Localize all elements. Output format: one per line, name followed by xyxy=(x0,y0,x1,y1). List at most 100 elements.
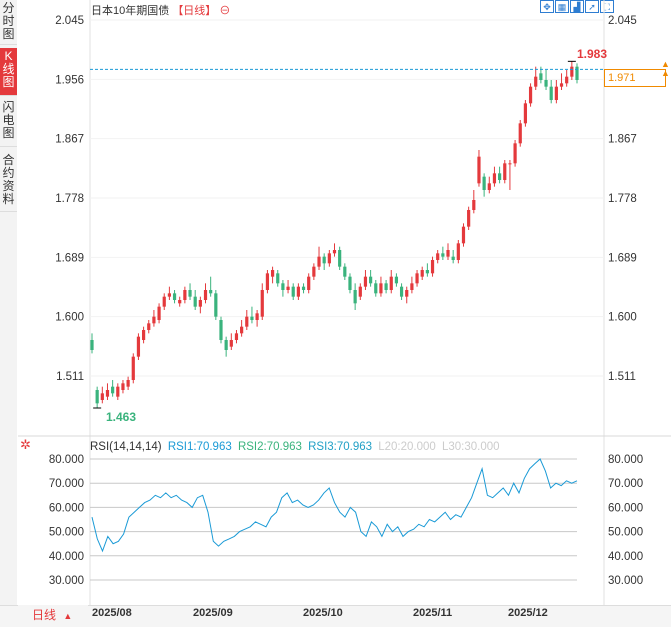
candle-body xyxy=(415,273,419,284)
candle-body xyxy=(430,260,435,274)
date-tick: 2025/09 xyxy=(193,607,233,619)
candle-body xyxy=(425,270,429,274)
period-select[interactable]: 日线 ▲ xyxy=(18,605,88,626)
candle-body xyxy=(451,256,455,260)
candle-body xyxy=(363,276,368,287)
candle-body xyxy=(317,256,321,267)
rsi-tick-left: 40.000 xyxy=(49,551,84,563)
candle-body xyxy=(456,243,460,260)
candle-body xyxy=(121,383,125,390)
date-tick: 2025/12 xyxy=(508,607,548,619)
candle-body xyxy=(147,323,151,330)
candle-body xyxy=(518,123,522,144)
candle-body xyxy=(214,293,218,317)
candle-body xyxy=(508,163,512,165)
candle-body xyxy=(209,290,213,294)
candle-body xyxy=(286,286,290,290)
price-tick-right: 1.600 xyxy=(608,312,637,324)
grid-icon[interactable]: ▦ xyxy=(555,0,569,13)
candle-body xyxy=(441,253,445,257)
candle-body xyxy=(255,313,259,320)
candle-body xyxy=(570,66,574,77)
candle-body xyxy=(420,270,424,277)
candle-body xyxy=(513,143,517,164)
candle-body xyxy=(270,270,275,277)
rsi3-value: RSI3:70.963 xyxy=(308,441,373,453)
low-price-label: 1.463 xyxy=(106,410,137,424)
candle-body xyxy=(446,250,450,257)
candle-body xyxy=(100,393,104,400)
bar-chart-icon[interactable]: ▟ xyxy=(570,0,584,13)
fullscreen-icon[interactable]: ⛶ xyxy=(600,0,614,13)
fit-icon[interactable]: ✥ xyxy=(540,0,554,13)
tab-contract-info[interactable]: 合约资料 xyxy=(0,152,17,212)
candle-body xyxy=(544,80,548,87)
candle-body xyxy=(265,273,270,290)
cursor-icon[interactable]: ➚ xyxy=(585,0,599,13)
rsi-tick-left: 70.000 xyxy=(49,478,84,490)
candle-body xyxy=(399,286,404,297)
price-tick-left: 2.045 xyxy=(55,15,84,27)
candle-body xyxy=(343,266,347,277)
candle-body xyxy=(95,390,99,404)
tab-time-share[interactable]: 分时图 xyxy=(0,0,17,45)
candle-body xyxy=(281,283,285,290)
price-tick-right: 1.511 xyxy=(608,371,636,383)
rsi-tick-right: 60.000 xyxy=(608,502,643,514)
candle-body xyxy=(183,290,187,300)
candle-body xyxy=(301,286,306,290)
expand-arrow-icon[interactable]: ▲ ▲ xyxy=(661,59,670,78)
minus-circle-icon[interactable]: ⊖ xyxy=(219,5,231,17)
gear-icon[interactable]: ✲ xyxy=(20,437,31,452)
tab-kline[interactable]: K线图 xyxy=(0,48,17,96)
candle-body xyxy=(111,386,115,394)
rsi2-value: RSI2:70.963 xyxy=(237,441,302,453)
candle-body xyxy=(296,286,300,297)
candle-body xyxy=(534,76,538,87)
candle-body xyxy=(141,330,146,340)
candle-body xyxy=(105,390,110,397)
candle-body xyxy=(116,386,120,397)
current-price-label: 1.971 xyxy=(608,72,636,84)
date-tick: 2025/11 xyxy=(413,607,453,619)
rsi-tick-left: 50.000 xyxy=(49,527,84,539)
candle-body xyxy=(162,296,166,307)
candle-body xyxy=(559,83,564,87)
candle-body xyxy=(229,340,233,347)
rsi-tick-left: 60.000 xyxy=(49,502,84,514)
tab-flash-chart[interactable]: 闪电图 xyxy=(0,99,17,147)
candle-body xyxy=(219,320,223,340)
candle-body xyxy=(394,276,399,284)
candle-body xyxy=(250,316,254,320)
price-tick-right: 1.867 xyxy=(608,134,637,146)
candle-body xyxy=(353,290,357,304)
l30-value: L30:30.000 xyxy=(442,441,500,453)
price-tick-right: 1.689 xyxy=(608,252,637,264)
candle-body xyxy=(240,326,244,334)
candle-body xyxy=(312,266,316,277)
rsi-legend: RSI(14,14,14) RSI1:70.963 RSI2:70.963 RS… xyxy=(90,441,500,453)
candle-body xyxy=(245,316,249,327)
price-tick-left: 1.867 xyxy=(55,134,84,146)
candle-body xyxy=(198,300,202,307)
candle-body xyxy=(554,86,558,100)
side-tab-bar: 分时图 K线图 闪电图 合约资料 xyxy=(0,0,17,626)
candle-body xyxy=(126,380,130,387)
period-label: 【日线】 xyxy=(172,5,217,17)
candle-body xyxy=(472,200,476,210)
rsi-tick-left: 30.000 xyxy=(49,575,84,587)
candle-body xyxy=(461,226,466,244)
time-axis-bar xyxy=(0,605,671,627)
candle-body xyxy=(152,316,156,324)
rsi-tick-left: 80.000 xyxy=(49,454,84,466)
candle-body xyxy=(322,256,326,264)
candle-body xyxy=(405,290,409,297)
rsi-tick-right: 50.000 xyxy=(608,527,643,539)
candle-body xyxy=(90,340,94,350)
candle-body xyxy=(260,290,264,317)
candle-body xyxy=(539,73,543,80)
candle-body xyxy=(327,253,331,264)
candle-body xyxy=(482,176,486,190)
candle-body xyxy=(203,290,208,300)
